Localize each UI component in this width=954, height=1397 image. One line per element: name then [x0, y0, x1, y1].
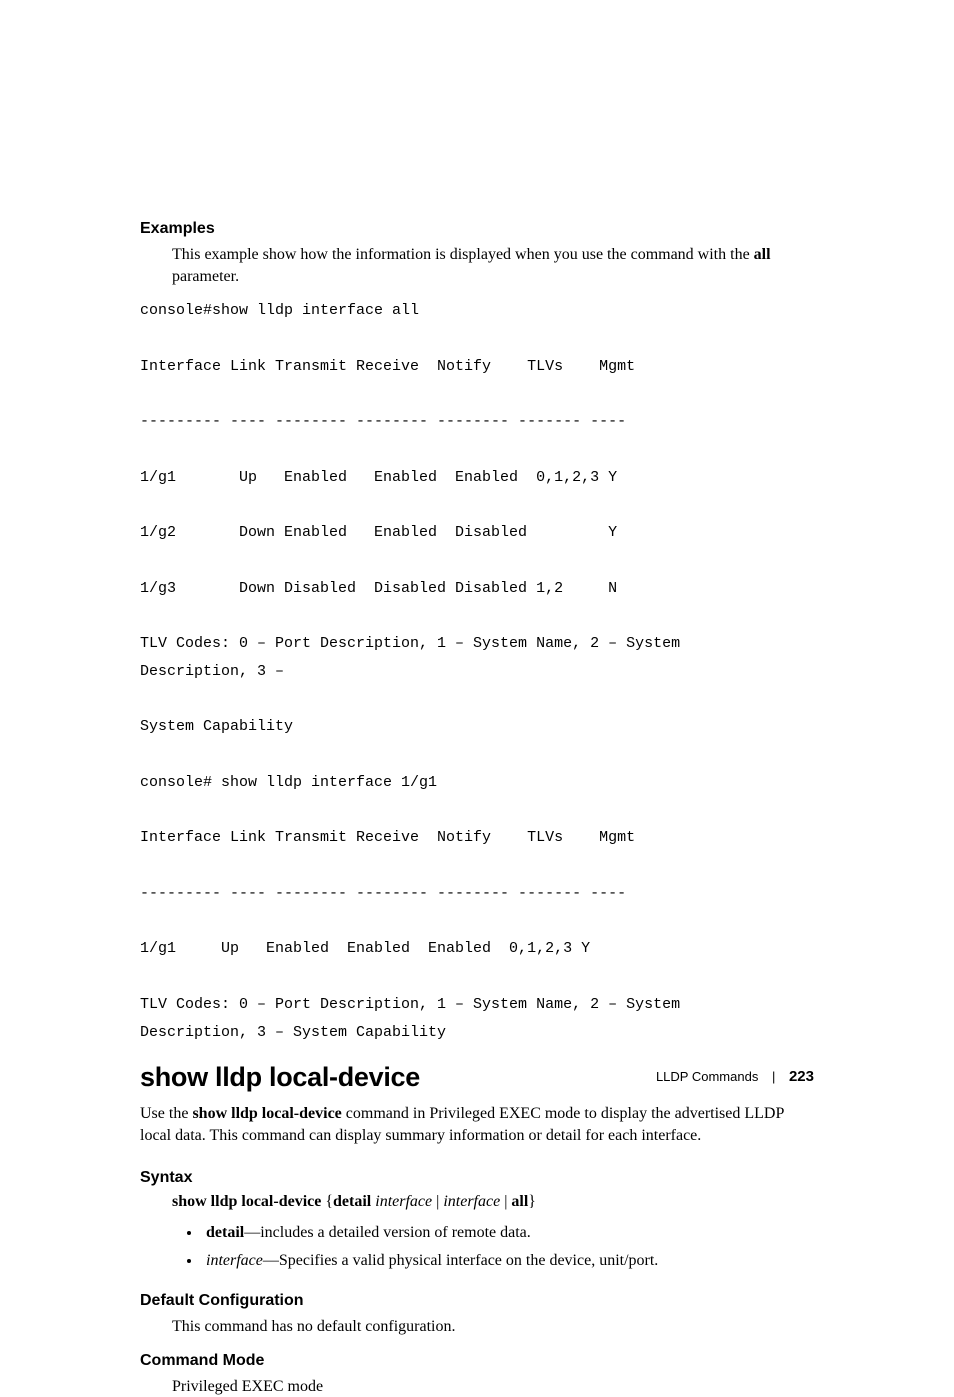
- command-intro-pre: Use the: [140, 1105, 192, 1122]
- param-interface: interface—Specifies a valid physical int…: [202, 1249, 814, 1274]
- param-detail-desc: —includes a detailed version of remote d…: [244, 1224, 531, 1241]
- footer-separator: |: [772, 1069, 775, 1084]
- examples-intro-bold: all: [754, 246, 771, 263]
- syntax-arg1: interface: [375, 1193, 432, 1210]
- footer-pagenum: 223: [789, 1068, 814, 1085]
- syntax-all: all: [511, 1193, 528, 1210]
- examples-intro: This example show how the information is…: [140, 244, 814, 287]
- console-output: console#show lldp interface all Interfac…: [140, 297, 814, 1046]
- syntax-brace-close: }: [528, 1193, 536, 1210]
- command-mode-heading: Command Mode: [140, 1352, 814, 1370]
- examples-intro-pre: This example show how the information is…: [172, 246, 754, 263]
- syntax-detail: detail: [333, 1193, 371, 1210]
- syntax-arg2: interface: [443, 1193, 500, 1210]
- syntax-line: show lldp local-device {detail interface…: [140, 1193, 814, 1211]
- default-config-heading: Default Configuration: [140, 1292, 814, 1310]
- param-interface-term: interface: [206, 1252, 263, 1269]
- param-detail-term: detail: [206, 1224, 244, 1241]
- param-interface-desc: —Specifies a valid physical interface on…: [263, 1252, 658, 1269]
- examples-heading: Examples: [140, 220, 814, 238]
- syntax-pipe2: |: [500, 1193, 511, 1210]
- command-intro-bold: show lldp local-device: [192, 1105, 341, 1122]
- param-detail: detail—includes a detailed version of re…: [202, 1221, 814, 1246]
- command-intro: Use the show lldp local-device command i…: [140, 1103, 814, 1146]
- syntax-cmd: show lldp local-device: [172, 1193, 321, 1210]
- syntax-params: detail—includes a detailed version of re…: [140, 1221, 814, 1275]
- default-config-text: This command has no default configuratio…: [140, 1316, 814, 1338]
- page-footer: LLDP Commands | 223: [656, 1068, 814, 1085]
- syntax-heading: Syntax: [140, 1169, 814, 1187]
- command-mode-text: Privileged EXEC mode: [140, 1376, 814, 1397]
- syntax-pipe1: |: [432, 1193, 443, 1210]
- page: Examples This example show how the infor…: [0, 0, 954, 1235]
- syntax-brace-open: {: [321, 1193, 333, 1210]
- footer-section: LLDP Commands: [656, 1069, 758, 1084]
- examples-intro-post: parameter.: [172, 268, 239, 285]
